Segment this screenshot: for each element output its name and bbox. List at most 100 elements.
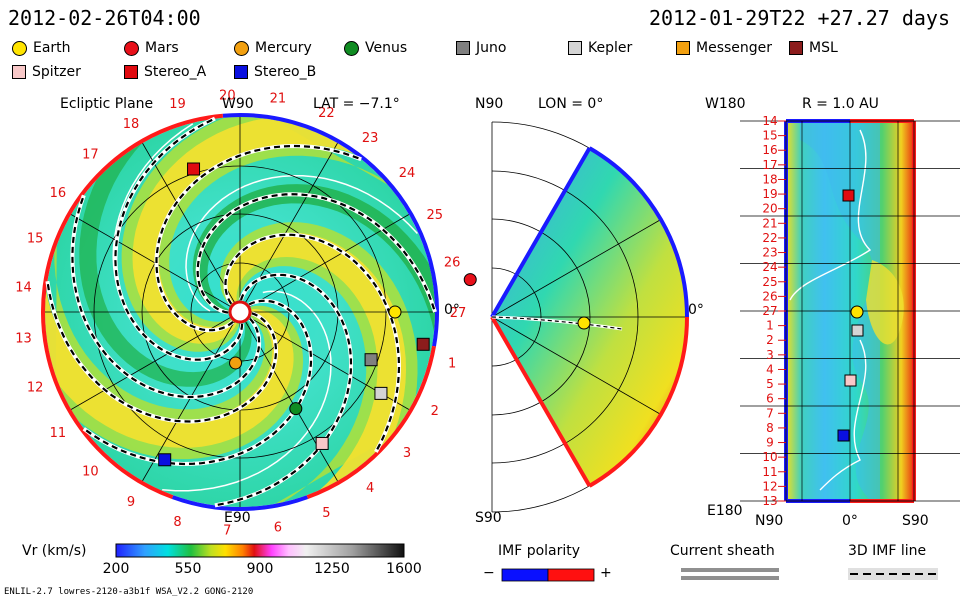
simulation-time: 2012-02-26T04:00 — [8, 6, 201, 30]
legend-label: Spitzer — [32, 64, 81, 80]
legend-label: MSL — [809, 40, 838, 56]
legend-label: Mercury — [255, 40, 312, 56]
imf-field-line — [114, 117, 244, 361]
msl-marker-icon — [789, 41, 803, 55]
imf-field-line — [214, 273, 353, 507]
radial-x-label-s90: S90 — [902, 513, 929, 529]
msl-position-marker — [416, 337, 430, 351]
ecliptic-bottom-label: E90 — [224, 510, 251, 526]
legend-item-stereo-a: Stereo_A — [124, 64, 206, 80]
carrington-tick-label: 24 — [399, 166, 416, 181]
imf-field-line — [155, 144, 362, 332]
kepler-position-marker — [374, 386, 388, 400]
imf-polarity-arc — [171, 495, 309, 511]
reference-time: 2012-01-29T22 +27.27 days — [648, 6, 950, 30]
spitzer-position-marker — [844, 374, 857, 387]
carrington-tick-label: 21 — [270, 91, 287, 106]
meridional-right-label: 0° — [688, 302, 704, 318]
carrington-tick-label: 17 — [82, 147, 99, 162]
latitude-gridline — [491, 219, 662, 318]
mercury-marker-icon — [234, 40, 249, 56]
carrington-tick-label: 5 — [322, 506, 330, 521]
colorbar-tick-label: 1250 — [314, 561, 350, 577]
carrington-tick-label: 7 — [223, 524, 231, 539]
imf-polarity-title: IMF polarity — [498, 543, 581, 559]
radial-bottom-left: E180 — [707, 503, 743, 519]
earth-position-marker — [388, 305, 402, 319]
sector-boundary — [162, 290, 332, 492]
radial-tick-label: 25 — [762, 275, 777, 289]
radial-tick-label: 19 — [762, 187, 777, 201]
imf-field-line — [71, 194, 261, 399]
carrington-tick-label: 19 — [169, 97, 186, 112]
carrington-tick-label: 26 — [444, 256, 461, 271]
legend-item-venus: Venus — [344, 40, 407, 56]
sector-boundary — [185, 174, 418, 312]
radial-x-label-n90: N90 — [755, 513, 784, 529]
imf-polarity-arc — [41, 113, 224, 499]
imf-plus: + — [600, 565, 612, 581]
radial-tick-label: 20 — [762, 202, 777, 216]
vr-colorbar — [115, 543, 405, 558]
legend-label: Mars — [145, 40, 179, 56]
legend-label: Stereo_A — [144, 64, 207, 80]
ecliptic-right-label: 0° — [444, 302, 460, 318]
legend-item-mercury: Mercury — [234, 40, 312, 56]
carrington-tick-label: 13 — [15, 331, 32, 346]
legend-label: Juno — [476, 40, 507, 56]
imf-field-line — [224, 233, 401, 453]
carrington-tick-label: 11 — [50, 426, 67, 441]
legend-label: Stereo_B — [254, 64, 317, 80]
radial-tick-label: 18 — [762, 172, 777, 186]
legend-label: Messenger — [696, 40, 773, 56]
sector-boundary — [789, 129, 872, 301]
messenger-marker-icon — [676, 41, 690, 55]
radial-tick-label: 4 — [766, 362, 774, 376]
carrington-tick-label: 10 — [82, 465, 99, 480]
ecliptic-title: Ecliptic Plane — [60, 96, 154, 112]
radial-panel: 1415161718192021222324252627123456789101… — [740, 114, 960, 508]
stereo-a-marker-icon — [124, 65, 138, 79]
mercury-position-marker — [229, 356, 243, 370]
carrington-tick-label: 15 — [27, 231, 44, 246]
ecliptic-lat-label: LAT = −7.1° — [313, 96, 400, 112]
imf-minus: − — [483, 565, 495, 581]
legend-item-juno: Juno — [456, 40, 506, 56]
legend-item-msl: MSL — [789, 40, 838, 56]
earth-position-marker — [577, 316, 591, 330]
colorbar-tick-label: 200 — [102, 561, 130, 577]
sun-marker — [228, 300, 252, 324]
spitzer-marker-icon — [12, 65, 26, 79]
radial-tick-label: 27 — [762, 304, 777, 318]
legend-label: Earth — [33, 40, 71, 56]
model-footer: ENLIL-2.7 lowres-2120-a3b1f WSA_V2.2 GON… — [4, 587, 254, 597]
radial-tick-label: 10 — [762, 450, 777, 464]
current-sheath-title: Current sheath — [670, 543, 775, 559]
carrington-tick-label: 14 — [15, 281, 32, 296]
venus-marker-icon — [344, 40, 359, 56]
carrington-tick-label: 27 — [450, 306, 467, 321]
imf-field-line — [196, 193, 437, 314]
earth-position-marker — [850, 305, 864, 319]
kepler-marker-icon — [568, 41, 582, 55]
radial-tick-label: 6 — [766, 392, 774, 406]
legend-item-spitzer: Spitzer — [12, 64, 81, 80]
mars-position-marker — [463, 273, 477, 287]
stereo-b-position-marker — [158, 453, 172, 467]
carrington-tick-label: 12 — [27, 381, 44, 396]
carrington-tick-label: 8 — [173, 515, 181, 530]
imf-field-line — [46, 281, 278, 423]
radial-tick-label: 1 — [766, 319, 774, 333]
colorbar-tick-label: 900 — [246, 561, 274, 577]
stereo-b-marker-icon — [234, 65, 248, 79]
legend-item-stereo-b: Stereo_B — [234, 64, 316, 80]
legend-label: Kepler — [588, 40, 633, 56]
radial-tick-label: 14 — [762, 114, 777, 128]
radial-tick-label: 5 — [766, 377, 774, 391]
meridional-top-label: N90 — [475, 96, 504, 112]
imf-field-line — [83, 299, 313, 466]
radial-tick-label: 17 — [762, 158, 777, 172]
radial-tick-label: 13 — [762, 494, 777, 508]
juno-position-marker — [364, 353, 378, 367]
